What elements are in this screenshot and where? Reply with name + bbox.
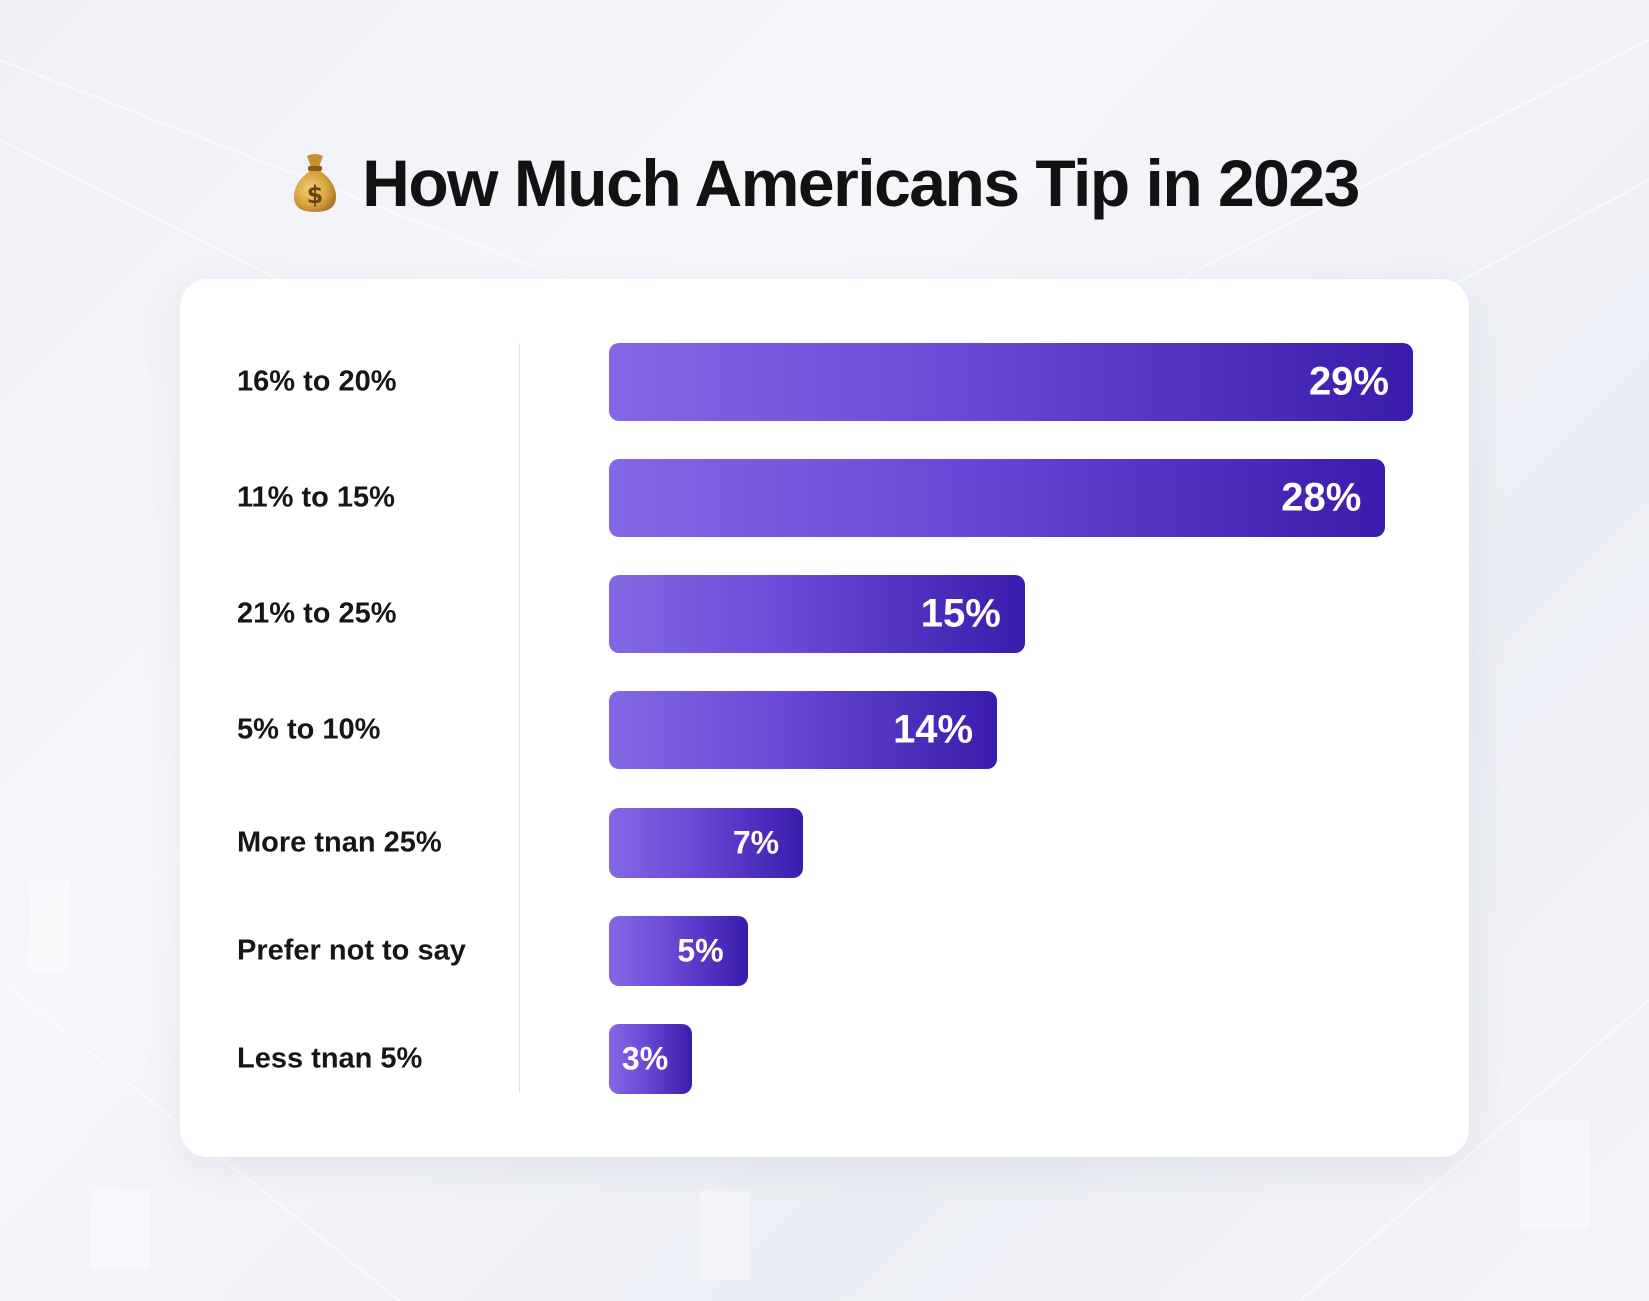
bar-value-label: 5% — [677, 932, 724, 969]
category-label: More tnan 25% — [237, 826, 442, 859]
bar: 3% — [609, 1024, 693, 1094]
bar-value-label: 7% — [732, 824, 780, 861]
bar: 14% — [609, 691, 998, 769]
category-label: Prefer not to say — [237, 934, 466, 967]
category-label: 11% to 15% — [237, 481, 395, 514]
bar-value-label: 29% — [1308, 359, 1389, 404]
bar: 29% — [609, 343, 1413, 421]
bar-value-label: 14% — [893, 707, 974, 752]
bar: 5% — [609, 916, 748, 986]
chart-title-row: $ How Much Americans Tip in 2023 — [0, 138, 1649, 228]
category-label: 16% to 20% — [237, 365, 397, 398]
bar-value-label: 15% — [920, 591, 1001, 636]
category-label: 21% to 25% — [237, 597, 397, 630]
chart-title: How Much Americans Tip in 2023 — [362, 146, 1360, 220]
money-bag-icon: $ — [294, 154, 337, 212]
bar: 7% — [609, 808, 804, 878]
category-label: Less tnan 5% — [237, 1042, 423, 1075]
bar-value-label: 28% — [1281, 475, 1362, 520]
category-label: 5% to 10% — [237, 713, 381, 746]
svg-text:$: $ — [307, 181, 324, 209]
bar-value-label: 3% — [621, 1040, 669, 1077]
axis-divider — [519, 343, 520, 1093]
bar: 28% — [609, 459, 1386, 537]
bar: 15% — [609, 575, 1025, 653]
